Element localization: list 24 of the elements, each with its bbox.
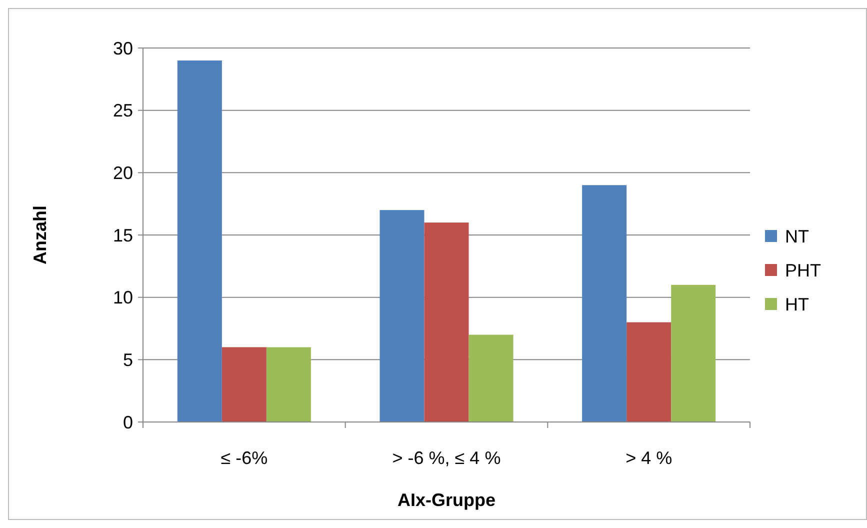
y-tick-label: 10: [112, 288, 133, 308]
y-tick-label: 25: [112, 100, 133, 121]
bar: [671, 284, 716, 422]
x-axis-title: AIx-Gruppe: [397, 490, 496, 510]
bar: [582, 185, 627, 422]
y-tick-label: 0: [122, 412, 133, 432]
bar: [177, 60, 222, 422]
x-tick-label: ≤ -6%: [220, 448, 268, 468]
x-tick-label: > 4 %: [626, 448, 672, 468]
bar: [266, 347, 311, 422]
legend-label: HT: [785, 294, 809, 314]
y-tick-label: 5: [122, 350, 133, 370]
y-tick-label: 30: [112, 38, 133, 58]
bar: [424, 222, 469, 422]
legend-label: NT: [785, 226, 809, 246]
legend-label: PHT: [785, 260, 822, 280]
bar: [626, 322, 672, 422]
bar: [380, 210, 424, 422]
y-axis-title: Anzahl: [30, 205, 50, 265]
bar: [222, 347, 266, 422]
y-tick-label: 20: [112, 162, 133, 183]
x-tick-label: > -6 %, ≤ 4 %: [392, 448, 501, 468]
y-tick-label: 15: [112, 225, 133, 246]
bar: [468, 334, 514, 422]
